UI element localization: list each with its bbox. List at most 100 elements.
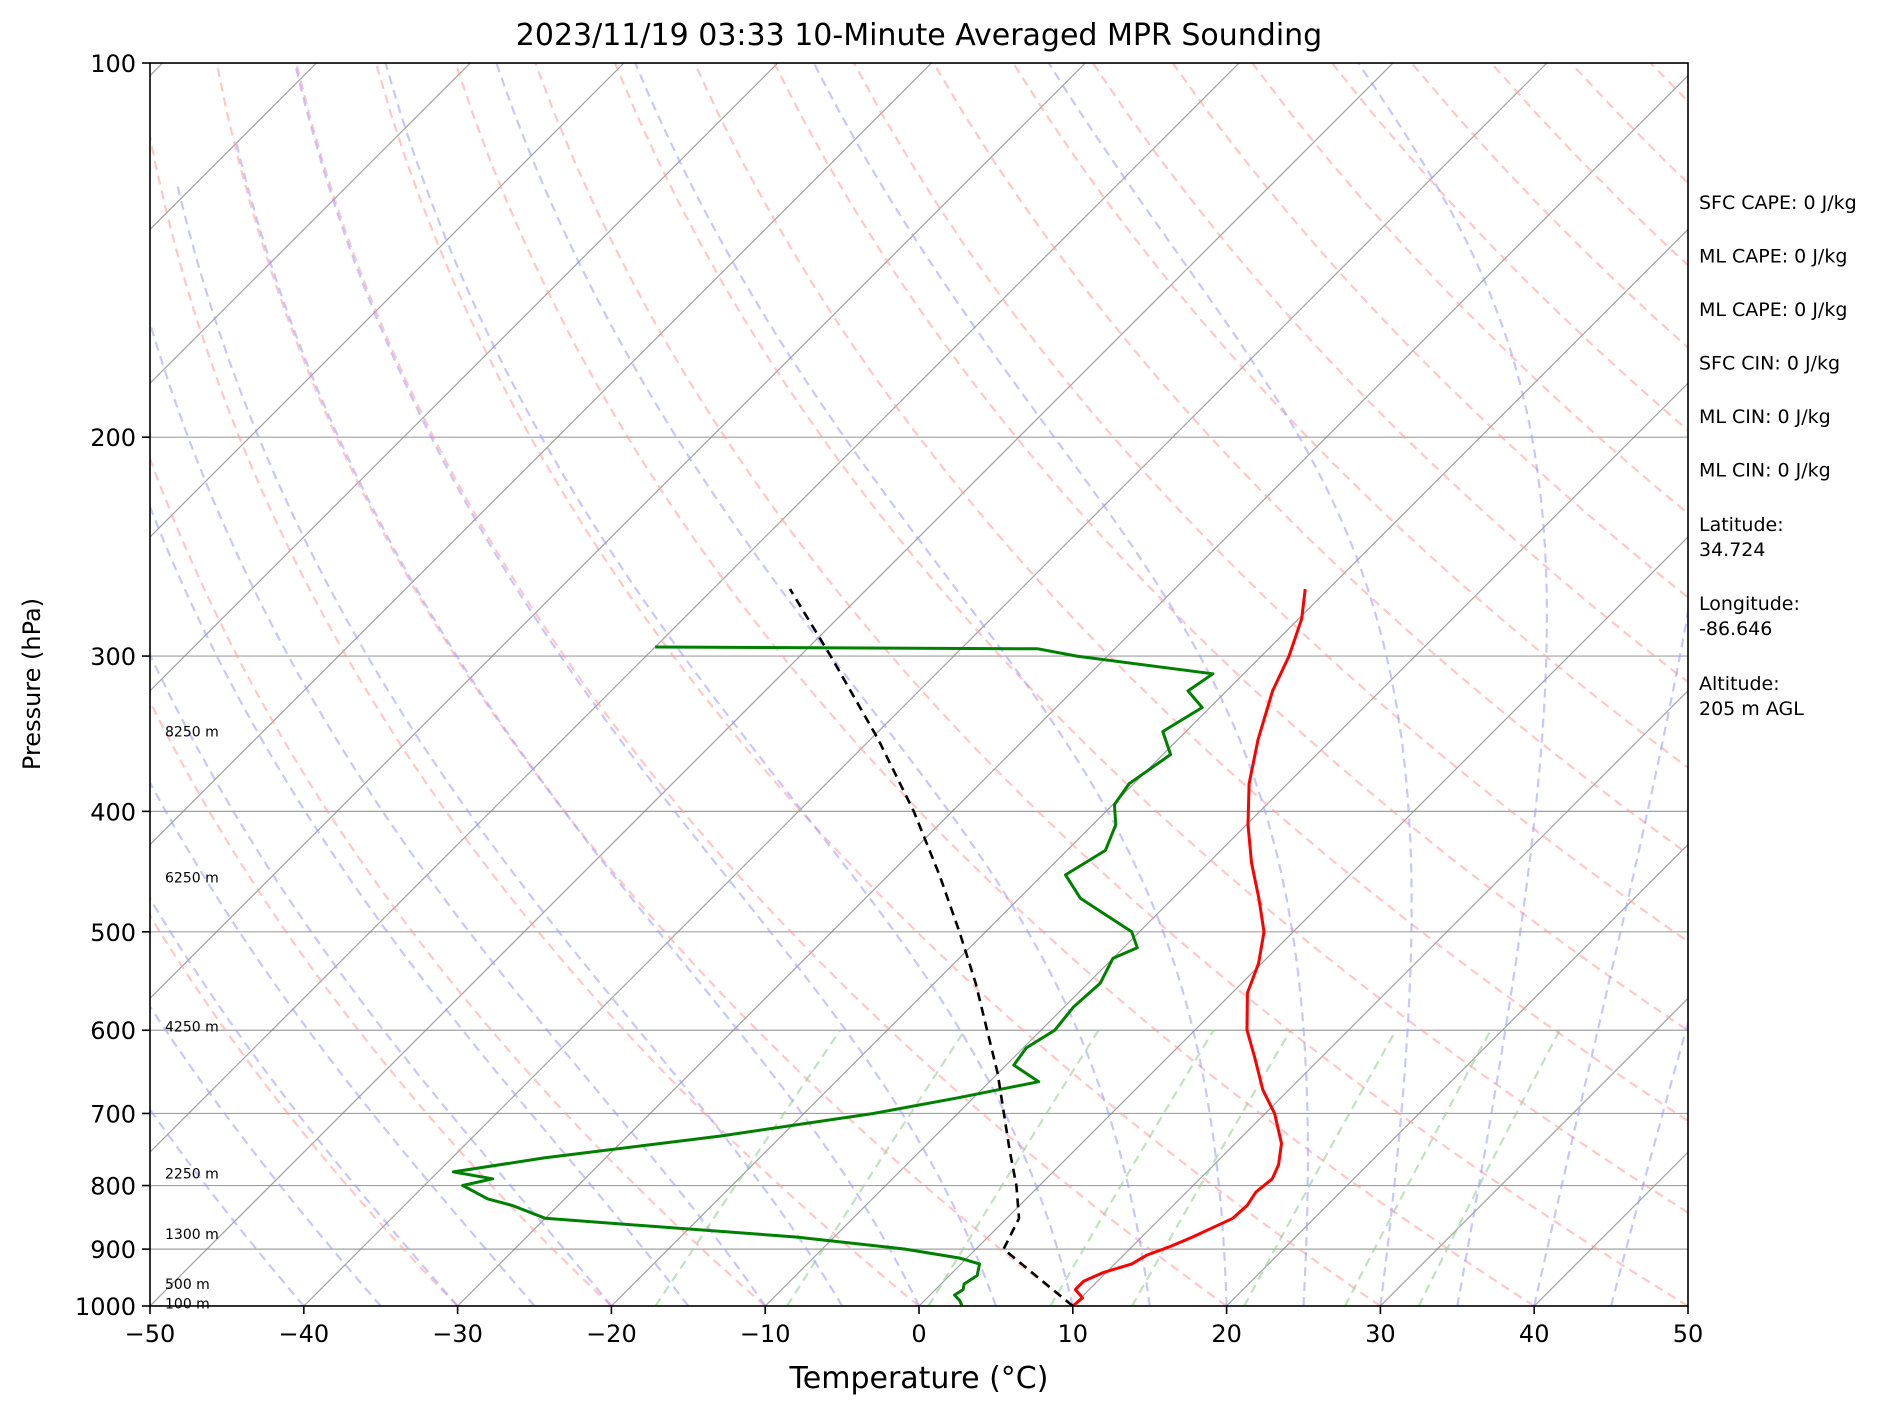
stat-text: SFC CAPE: 0 J/kg [1699,192,1857,214]
latitude-value: 34.724 [1699,539,1765,561]
x-tick-label: 30 [1365,1320,1396,1348]
mixing-ratio-line [927,1029,1100,1306]
axes: −50 −40 −30 −20 −10 0 10 20 30 40 50 100 200 300 400 50… [75,50,1703,1348]
isotherm-line [150,63,625,538]
background-lines [150,63,1688,1306]
mixing-ratio-line [1131,1029,1292,1306]
stat-text: ML CIN: 0 J/kg [1699,460,1831,482]
x-tick-label: 20 [1211,1320,1242,1348]
x-tick-label: 50 [1673,1320,1704,1348]
height-label: 4250 m [165,1020,219,1036]
isotherm-line [303,63,1548,1306]
longitude-label: Longitude: [1699,593,1800,615]
chart-title: 2023/11/19 03:33 10-Minute Averaged MPR … [516,18,1322,53]
isotherm-line [764,382,1688,1306]
y-tick-label: 600 [90,1017,136,1045]
moist-adiabat-line [1610,1019,1688,1306]
y-tick-label: 700 [90,1100,136,1128]
isotherm-line [150,63,1086,1000]
moist-adiabat-line [495,63,1151,1306]
isotherm-line [1379,997,1688,1306]
dry-adiabat-line [150,131,920,1306]
altitude-value: 205 m AGL [1699,698,1804,720]
dry-adiabat-line [773,63,1688,1032]
isotherm-line [150,63,933,846]
altitude-label: Altitude: [1699,673,1780,695]
moist-adiabat-line [150,780,536,1306]
mixing-ratio-line [1417,1029,1561,1306]
moist-adiabat-line [1357,63,1549,1306]
y-tick-label: 500 [90,919,136,947]
x-axis-label: Temperature (°C) [789,1361,1049,1396]
y-tick-label: 1000 [75,1293,136,1321]
y-tick-label: 300 [90,643,136,671]
height-label: 1300 m [165,1227,219,1243]
height-label: 8250 m [165,725,219,741]
y-axis-label: Pressure (hPa) [18,598,46,770]
x-tick-label: −10 [740,1320,791,1348]
dry-adiabat-line [150,455,766,1306]
height-label: 100 m [165,1296,210,1312]
dry-adiabat-line [374,63,1382,1306]
x-tick-label: 10 [1058,1320,1089,1348]
mixing-ratio-line [1049,1029,1215,1306]
dry-adiabat-line [215,63,1074,1306]
x-tick-label: 40 [1519,1320,1550,1348]
mixing-ratio-line [654,1029,842,1306]
data-lines [451,588,1307,1306]
y-tick-label: 200 [90,424,136,452]
stat-text: ML CIN: 0 J/kg [1699,406,1831,428]
dry-adiabat-line [1012,63,1688,769]
x-tick-label: −30 [432,1320,483,1348]
dry-adiabat-line [295,63,1228,1306]
temperature-line [1071,588,1307,1306]
moist-adiabat-line [293,63,997,1306]
moist-adiabat-line [150,319,767,1306]
dry-adiabat-line [534,63,1688,1306]
stat-text: ML CAPE: 0 J/kg [1699,246,1847,268]
moist-adiabat-line [234,138,920,1306]
isotherm-line [1226,843,1688,1306]
y-tick-label: 800 [90,1173,136,1201]
isotherm-line [1072,689,1688,1306]
dewpoint-line [451,645,1215,1306]
height-label: 500 m [165,1277,210,1293]
dry-adiabat-line [693,63,1688,1123]
dry-adiabat-line [1091,63,1688,684]
isotherm-line [150,63,1240,1154]
latitude-label: Latitude: [1699,514,1784,536]
y-tick-label: 100 [90,50,136,78]
mixing-ratio-line [1344,1029,1492,1306]
x-tick-label: −40 [278,1320,329,1348]
y-tick-label: 900 [90,1236,136,1264]
isotherm-line [457,74,1688,1306]
isotherm-line [150,63,779,692]
moist-adiabat-line [1533,606,1688,1306]
isotherm-line [150,63,1394,1306]
isotherm-line [610,228,1688,1306]
isotherm-line [918,536,1688,1306]
parcel-line [788,588,1074,1306]
moist-adiabat-line [150,1107,305,1306]
moist-adiabat-line [1047,63,1413,1306]
dry-adiabat-line [150,699,613,1306]
x-tick-label: −20 [586,1320,637,1348]
mixing-ratio-line [1243,1029,1397,1306]
y-tick-label: 400 [90,798,136,826]
isotherm-line [150,63,471,385]
dry-adiabat-line [150,913,459,1306]
dry-adiabat-line [1171,63,1688,599]
x-tick-label: −50 [125,1320,176,1348]
height-labels: 8250 m 6250 m 4250 m 2250 m 1300 m 500 m 100 m [165,725,219,1313]
moist-adiabat-line [384,63,1074,1306]
stat-text: SFC CIN: 0 J/kg [1699,353,1840,375]
mixing-ratio-line [786,1029,966,1306]
longitude-value: -86.646 [1699,618,1772,640]
stats-panel: SFC CAPE: 0 J/kg ML CAPE: 0 J/kg ML CAPE: … [1699,192,1857,720]
x-tick-label: 0 [911,1320,926,1348]
stat-text: ML CAPE: 0 J/kg [1699,299,1847,321]
height-label: 2250 m [165,1166,219,1182]
moist-adiabat-line [812,63,1309,1306]
